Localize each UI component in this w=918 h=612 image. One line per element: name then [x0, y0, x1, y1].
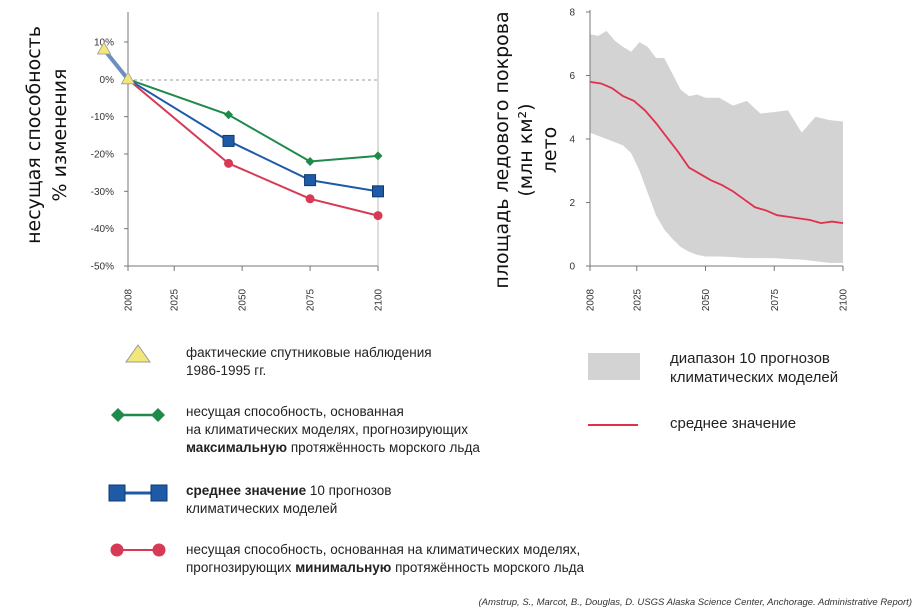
left-axis-ticks: 10%0%-10%-20%-30%-40%-50%200820252050207… — [91, 38, 385, 312]
right-y-tick-label: 6 — [569, 71, 575, 82]
observed-point — [96, 41, 112, 55]
left-y-label-line: несущая способность — [23, 26, 45, 244]
legend-max-text: несущая способность, основанная на климат… — [186, 403, 480, 457]
legend-segment: несущая способность, основанная — [186, 404, 404, 419]
observed-connector — [102, 48, 130, 81]
legend-min-text: несущая способность, основанная на клима… — [186, 541, 584, 577]
legend-symbol-max-marker — [111, 408, 125, 422]
right-x-tick-label: 2100 — [839, 288, 850, 311]
series-mean-point — [222, 134, 235, 147]
series-max-point — [373, 151, 383, 161]
legend-symbol-min-marker — [110, 543, 124, 557]
legend-range-text: диапазон 10 прогнозов климатических модел… — [670, 349, 838, 387]
legend-line: фактические спутниковые наблюдения — [186, 344, 432, 362]
left-x-tick-label: 2050 — [238, 288, 249, 311]
left-y-tick-label: 0% — [100, 75, 115, 86]
legend-line: несущая способность, основанная — [186, 403, 480, 421]
series-min-point — [224, 158, 234, 168]
left-y-axis-label: несущая способность% изменения — [23, 26, 71, 244]
left-y-tick-label: -40% — [91, 224, 114, 235]
right-axis-ticks: 8 6 4 2 0 2008 2025 2050 2075 2100 — [569, 8, 849, 312]
legend-mean-line-text: среднее значение — [670, 414, 796, 433]
right-y-label-line: (млн км²) — [515, 103, 537, 196]
legend-emphasis: минимальную — [295, 560, 392, 575]
right-y-tick-label: 4 — [569, 135, 575, 146]
left-y-tick-label: -30% — [91, 187, 114, 198]
legend-emphasis: среднее значение — [186, 483, 307, 498]
series-max-point — [305, 156, 315, 166]
right-x-tick-label: 2008 — [586, 288, 597, 311]
legend-line: прогнозирующих минимальную протяжённость… — [186, 559, 584, 577]
legend-symbol-max-marker — [151, 408, 165, 422]
legend-segment: фактические спутниковые наблюдения — [186, 345, 432, 360]
legend-line: среднее значение 10 прогнозов — [186, 482, 391, 500]
legend-segment: 10 прогнозов — [306, 483, 392, 498]
series-mean-line — [127, 78, 379, 193]
legend-observed-text: фактические спутниковые наблюдения 1986-1… — [186, 344, 432, 380]
series-max-point — [224, 110, 234, 120]
legend-line: максимальную протяжённость морского льда — [186, 439, 480, 457]
legend-line: несущая способность, основанная на клима… — [186, 541, 584, 559]
legend-line: климатических моделей — [186, 500, 391, 518]
legend-symbol-mean-marker — [150, 484, 168, 502]
model-mean-line — [589, 80, 844, 225]
legend-symbol-min-marker — [152, 543, 166, 557]
right-x-tick-label: 2050 — [701, 288, 712, 311]
legend-line: 1986-1995 гг. — [186, 362, 432, 380]
left-x-tick-label: 2025 — [170, 288, 181, 311]
source-citation: (Amstrup, S., Marcot, B., Douglas, D. US… — [478, 597, 912, 608]
right-plot-area — [589, 31, 844, 263]
series-min-line — [127, 78, 379, 217]
right-y-tick-label: 2 — [569, 198, 575, 209]
right-y-tick-label: 8 — [569, 8, 575, 19]
series-mean-point — [372, 185, 384, 198]
left-y-label-line: % изменения — [49, 69, 71, 202]
left-y-tick-label: -10% — [91, 112, 114, 123]
legend-segment: протяжённость морского льда — [391, 560, 585, 575]
observed-point — [120, 71, 136, 85]
legend-segment: климатических моделей — [186, 501, 338, 516]
legend-line: среднее значение — [670, 415, 797, 432]
series-min-point — [373, 211, 383, 221]
legend-emphasis: максимальную — [186, 440, 288, 455]
left-y-tick-label: -20% — [91, 150, 114, 161]
left-x-tick-label: 2100 — [374, 288, 385, 311]
right-y-tick-label: 0 — [569, 262, 575, 273]
right-y-label-line: площадь ледового покрова — [491, 11, 513, 288]
left-y-tick-label: -50% — [91, 262, 114, 273]
legend-symbol-mean-marker — [108, 484, 126, 502]
model-range-band — [590, 31, 843, 263]
series-max-line — [127, 78, 379, 163]
legend-symbol-range — [588, 353, 640, 380]
right-y-axis-label: площадь ледового покрова (млн км²) лето — [491, 11, 561, 288]
legend-segment: протяжённость морского льда — [287, 440, 480, 455]
legend-segment: прогнозирующих — [186, 560, 296, 575]
legend-line: климатических моделей — [670, 369, 839, 386]
right-y-label-line: лето — [539, 127, 561, 174]
series-mean-point — [304, 174, 317, 187]
right-x-tick-label: 2075 — [770, 288, 781, 311]
legend-segment: 1986-1995 гг. — [186, 363, 267, 378]
legend-segment: несущая способность, основанная на клима… — [186, 542, 581, 557]
series-min-point — [305, 194, 315, 204]
legend-line: диапазон 10 прогнозов — [670, 350, 830, 367]
right-x-tick-label: 2025 — [632, 288, 643, 311]
legend-symbol-observed — [125, 344, 151, 363]
left-x-tick-label: 2008 — [124, 288, 135, 311]
legend-segment: на климатических моделях, прогнозирующих — [186, 422, 468, 437]
legend-line: на климатических моделях, прогнозирующих — [186, 421, 480, 439]
left-x-tick-label: 2075 — [306, 288, 317, 311]
legend-mean-text: среднее значение 10 прогнозов климатическ… — [186, 482, 391, 518]
left-series-group — [96, 41, 384, 221]
